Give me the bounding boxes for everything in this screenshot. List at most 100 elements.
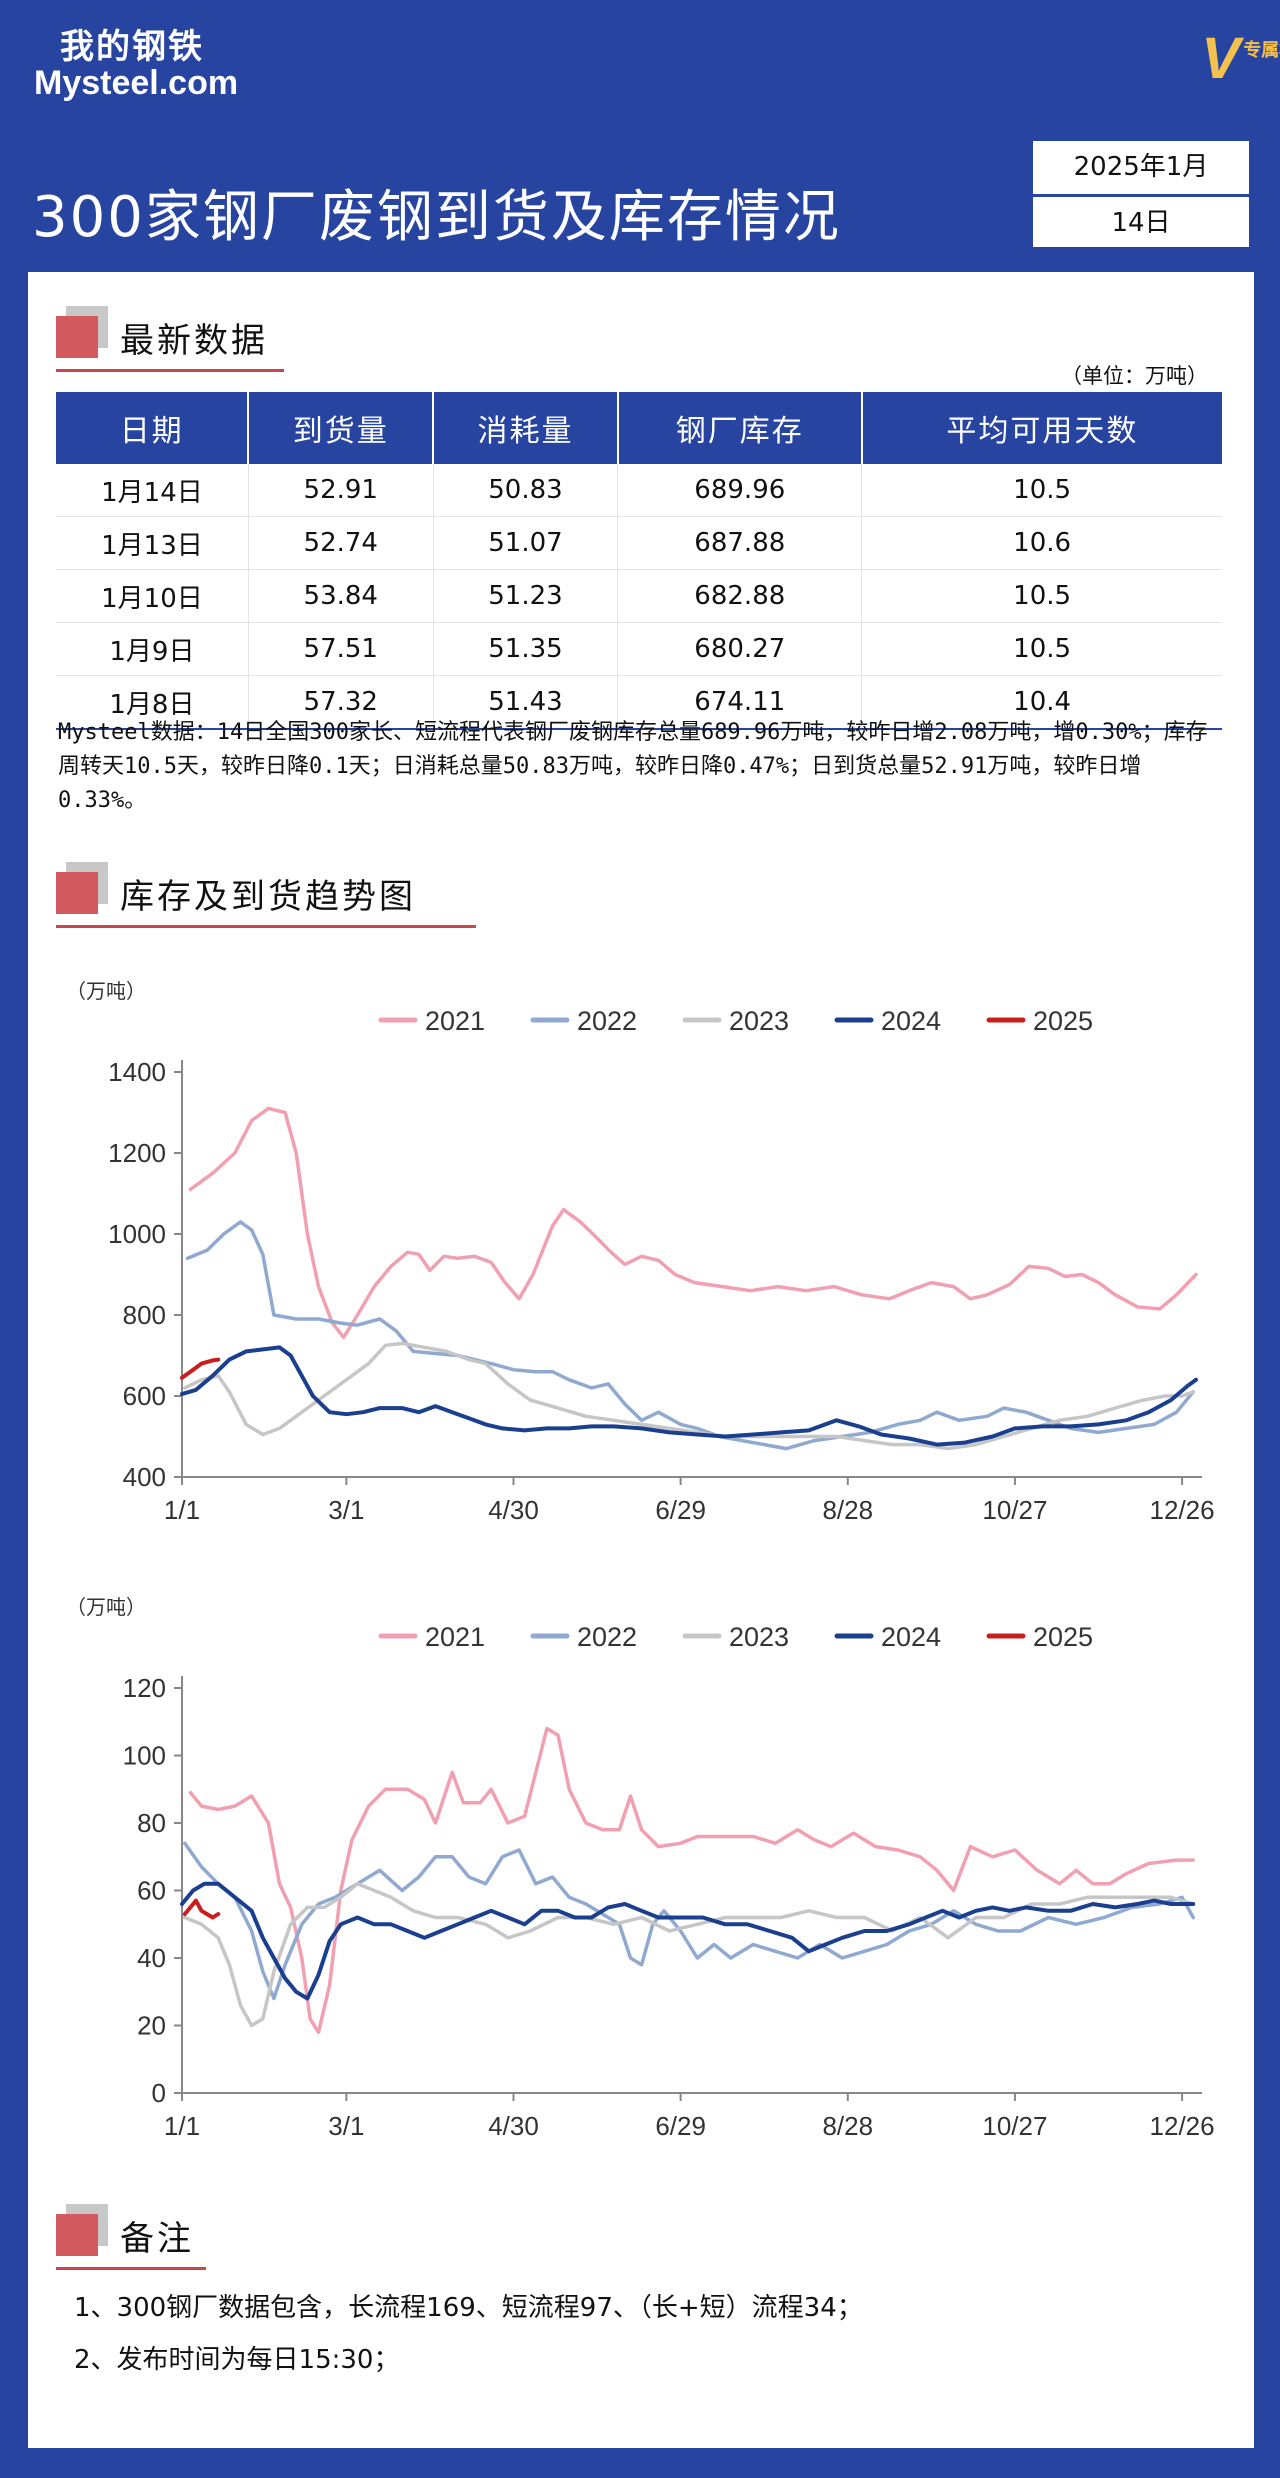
y-tick-label: 600 [123,1381,166,1411]
content-panel: 最新数据 （单位：万吨） 日期 到货量 消耗量 钢厂库存 平均可用天数 1月14… [28,272,1254,2448]
x-tick-label: 3/1 [328,1495,364,1525]
cell-date: 1月14日 [56,464,249,517]
arrival-chart-svg: （万吨） 0 20 40 60 80 100 120 1/1 3/1 4/30 6/29 8/28 10/… [66,1595,1215,2141]
y-tick-label: 1400 [108,1057,166,1087]
x-tick-label: 12/26 [1150,2111,1215,2141]
logo-cn: 我的钢铁 [60,27,204,67]
series-line-2021 [188,1106,1198,1340]
cell-arrival: 53.84 [248,569,434,623]
cell-consumption: 51.07 [433,516,619,570]
x-tick-label: 3/1 [328,2111,364,2141]
cell-date: 1月9日 [56,622,249,676]
legend-label: 2025 [1033,1006,1093,1036]
page-title: 300家钢厂废钢到货及库存情况 [32,185,841,250]
x-tick-label: 10/27 [982,2111,1047,2141]
section-title: 最新数据 [120,320,268,361]
table-row: 1月13日 52.74 51.07 687.88 10.6 [56,516,1222,570]
table-row: 1月9日 57.51 51.35 680.27 10.5 [56,622,1222,676]
cell-consumption: 51.43 [433,675,619,730]
summary-text: Mysteel数据：14日全国300家长、短流程代表钢厂废钢库存总量689.96… [58,720,1208,813]
col-header-arrival: 到货量 [248,392,435,464]
vip-text: 专属权益 [1243,40,1280,60]
table-row: 1月14日 52.91 50.83 689.96 10.5 [56,464,1222,517]
cell-days: 10.4 [861,675,1222,730]
y-tick-label: 1200 [108,1138,166,1168]
trend-section-header: 库存及到货趋势图 [56,862,476,928]
cell-consumption: 51.35 [433,622,619,676]
date-day: 14日 [1111,208,1171,238]
section-marker-icon [56,306,108,362]
legend-label: 2022 [577,1622,637,1652]
logo-en: Mysteel.com [34,64,239,102]
section-title: 库存及到货趋势图 [120,876,416,917]
latest-data-table: 日期 到货量 消耗量 钢厂库存 平均可用天数 1月14日 52.91 50.83… [56,392,1222,730]
section-marker-icon [56,862,108,918]
y-tick-label: 100 [123,1741,166,1771]
table-row: 1月10日 53.84 51.23 682.88 10.5 [56,569,1222,623]
y-tick-label: 120 [123,1673,166,1703]
section-underline [56,925,476,928]
cell-inventory: 680.27 [617,622,863,676]
x-tick-label: 10/27 [982,1495,1047,1525]
series-line-2025 [180,1357,221,1380]
date-box: 2025年1月 14日 [1030,138,1252,250]
series-line-2024 [180,1881,1196,2001]
x-tick-label: 8/28 [822,1495,873,1525]
series-line-2023 [183,1341,1195,1451]
series-line-2021 [188,1726,1195,2035]
x-tick-label: 4/30 [488,1495,539,1525]
cell-days: 10.5 [861,569,1222,623]
legend-label: 2023 [729,1006,789,1036]
y-unit-label: （万吨） [66,1595,146,1619]
y-tick-label: 40 [137,1943,166,1973]
section-underline [56,2267,206,2270]
vip-icon: V [1201,26,1240,91]
cell-inventory: 687.88 [617,516,863,570]
y-tick-label: 0 [152,2078,166,2108]
table-header-row: 日期 到货量 消耗量 钢厂库存 平均可用天数 [56,392,1222,464]
col-header-consumption: 消耗量 [433,392,619,464]
latest-section-header: 最新数据 [56,306,284,372]
cell-arrival: 57.51 [248,622,434,676]
arrival-chart: （万吨） 0 20 40 60 80 100 120 1/1 3/1 4/30 6/29 8/28 10/… [56,1578,1236,2198]
series-line-2024 [180,1345,1198,1447]
cell-consumption: 51.23 [433,569,619,623]
legend-label: 2023 [729,1622,789,1652]
col-header-date: 日期 [56,392,250,464]
y-tick-label: 400 [123,1462,166,1492]
col-header-days: 平均可用天数 [861,392,1222,464]
x-tick-label: 1/1 [164,1495,200,1525]
legend-label: 2022 [577,1006,637,1036]
legend-label: 2024 [881,1622,941,1652]
mysteel-logo: 我的钢铁 Mysteel.com [34,30,238,102]
notes-section-header: 备注 [56,2204,206,2270]
legend-label: 2025 [1033,1622,1093,1652]
cell-days: 10.6 [861,516,1222,570]
legend-label: 2021 [425,1006,485,1036]
x-tick-label: 6/29 [655,2111,706,2141]
x-tick-label: 6/29 [655,1495,706,1525]
y-tick-label: 1000 [108,1219,166,1249]
section-title: 备注 [120,2218,194,2259]
unit-note: （单位：万吨） [1061,364,1208,388]
note-item: 2、发布时间为每日15:30； [74,2345,400,2375]
notes-list: 1、300钢厂数据包含，长流程169、短流程97、（长+短）流程34； 2、发布… [74,2282,863,2386]
cell-date: 1月8日 [56,675,249,730]
series-line-2023 [183,1882,1195,2028]
legend-label: 2024 [881,1006,941,1036]
table-row: 1月8日 57.32 51.43 674.11 10.4 [56,675,1222,730]
y-tick-label: 800 [123,1300,166,1330]
cell-days: 10.5 [861,464,1222,517]
cell-arrival: 57.32 [248,675,434,730]
date-month: 2025年1月 [1033,141,1249,197]
note-item: 1、300钢厂数据包含，长流程169、短流程97、（长+短）流程34； [74,2293,863,2323]
y-tick-label: 80 [137,1808,166,1838]
cell-consumption: 50.83 [433,464,619,517]
col-header-inventory: 钢厂库存 [617,392,863,464]
cell-inventory: 682.88 [617,569,863,623]
cell-date: 1月10日 [56,569,249,623]
inventory-chart: （万吨） 400 600 800 1000 1200 1400 1/1 3/1 4/30 6/29 8… [56,962,1236,1582]
x-tick-label: 1/1 [164,2111,200,2141]
y-tick-label: 20 [137,2011,166,2041]
cell-inventory: 689.96 [617,464,863,517]
